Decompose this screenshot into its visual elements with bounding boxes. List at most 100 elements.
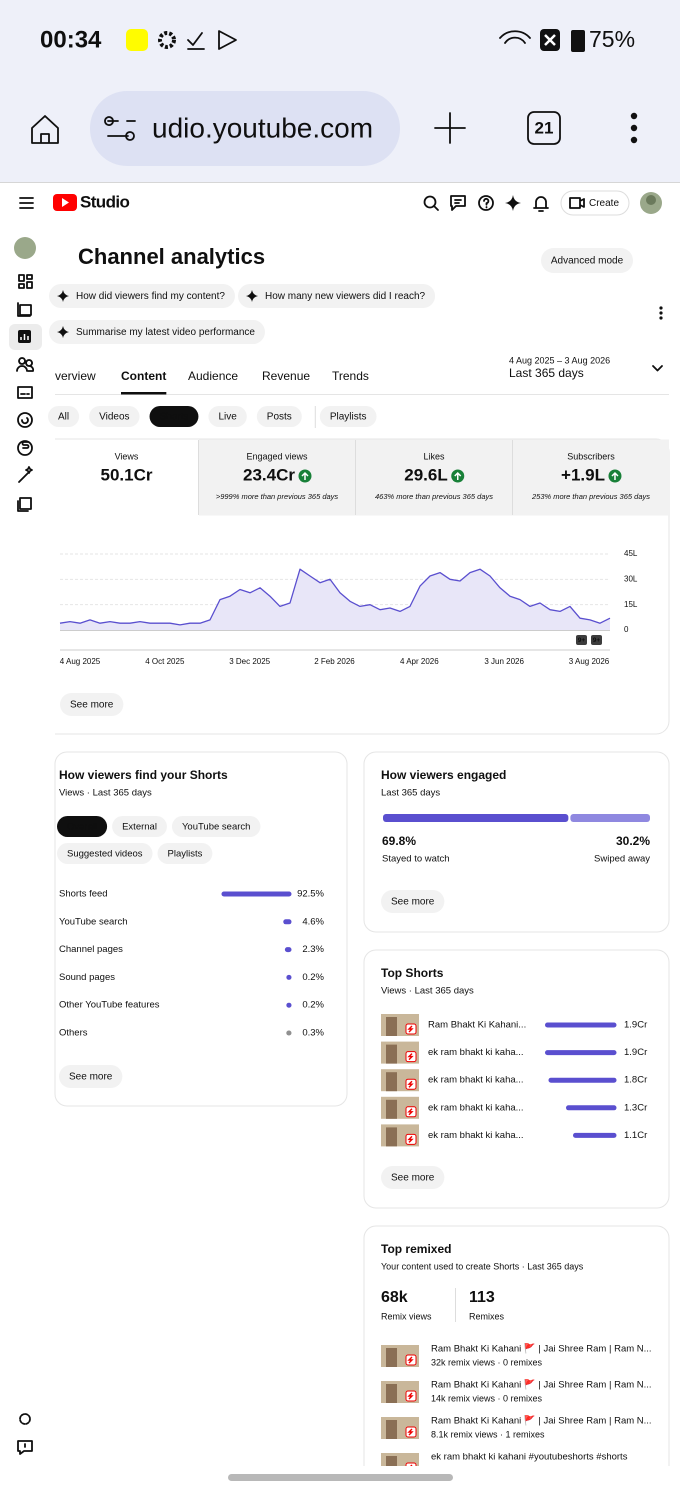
nav-customisation[interactable] bbox=[18, 466, 33, 483]
filter-chip[interactable] bbox=[319, 406, 377, 427]
stat-value: 68k bbox=[381, 1289, 408, 1306]
create-button[interactable] bbox=[560, 190, 630, 216]
trend-up-arrow bbox=[301, 471, 309, 480]
see-more-button[interactable] bbox=[381, 1166, 445, 1189]
metric-change: 463% more than previous 365 days bbox=[375, 492, 493, 501]
search-button[interactable] bbox=[423, 195, 437, 209]
gesture-bar[interactable] bbox=[228, 1474, 453, 1481]
suggestion-chip[interactable] bbox=[49, 320, 265, 344]
tab[interactable]: Trends bbox=[332, 369, 369, 383]
nav-dashboard[interactable] bbox=[18, 274, 33, 289]
tab[interactable]: Audience bbox=[188, 369, 238, 383]
annotation-badge[interactable] bbox=[591, 635, 602, 645]
annotation-label: 9+ bbox=[578, 637, 586, 644]
new-tab-button[interactable] bbox=[434, 112, 466, 144]
remix-thumbnail-figure bbox=[386, 1420, 397, 1439]
notifications-button[interactable] bbox=[533, 196, 549, 212]
filter-chip[interactable] bbox=[48, 406, 80, 427]
stat-label: Remixes bbox=[469, 1311, 505, 1321]
remix-thumbnail-figure bbox=[386, 1456, 397, 1475]
tab[interactable]: verview bbox=[55, 369, 96, 383]
battery-level: 75% bbox=[589, 26, 635, 52]
source-tab[interactable] bbox=[171, 816, 261, 837]
short-title[interactable]: ek ram bhakt ki kaha... bbox=[428, 1102, 524, 1113]
source-tab[interactable] bbox=[57, 843, 153, 864]
date-dropdown[interactable] bbox=[652, 365, 663, 372]
engagement-bar bbox=[383, 814, 569, 822]
remix-title[interactable]: Ram Bhakt Ki Kahani 🚩 | Jai Shree Ram | … bbox=[431, 1343, 652, 1355]
advanced-mode-label: Advanced mode bbox=[551, 256, 624, 267]
nav-content[interactable] bbox=[17, 302, 32, 317]
see-more-button[interactable] bbox=[59, 1065, 123, 1088]
x-tick-label: 4 Apr 2026 bbox=[400, 657, 439, 666]
nav-subtitles[interactable] bbox=[17, 386, 33, 399]
remix-detail: 32k remix views · 0 remixes bbox=[431, 1357, 543, 1367]
remix-title[interactable]: Ram Bhakt Ki Kahani 🚩 | Jai Shree Ram | … bbox=[431, 1415, 652, 1427]
filter-chip-label: Live bbox=[218, 412, 237, 423]
see-more-button[interactable] bbox=[60, 693, 124, 716]
avatar-detail bbox=[646, 195, 656, 205]
site-settings-icon[interactable] bbox=[104, 116, 136, 137]
feedback-button[interactable] bbox=[450, 195, 466, 211]
menu-button[interactable] bbox=[19, 197, 34, 209]
nav-community[interactable] bbox=[16, 357, 34, 372]
browser-menu[interactable] bbox=[630, 112, 638, 144]
y-tick-label: 30L bbox=[624, 574, 638, 583]
source-tab[interactable] bbox=[157, 843, 213, 864]
short-title[interactable]: ek ram bhakt ki kaha... bbox=[428, 1047, 524, 1058]
nav-copyright[interactable] bbox=[17, 412, 33, 428]
url-text[interactable]: udio.youtube.com bbox=[152, 112, 373, 143]
nav-feedback[interactable] bbox=[17, 1440, 33, 1455]
nav-settings[interactable] bbox=[19, 1413, 31, 1425]
tab-switcher[interactable] bbox=[527, 111, 561, 145]
suggestion-chip[interactable] bbox=[238, 284, 436, 308]
filter-chip[interactable] bbox=[208, 406, 247, 427]
engagement-bar bbox=[570, 814, 650, 822]
source-name: Others bbox=[59, 1028, 88, 1039]
short-title[interactable]: ek ram bhakt ki kaha... bbox=[428, 1130, 524, 1141]
source-name: Sound pages bbox=[59, 972, 115, 983]
suggestion-chip[interactable] bbox=[49, 284, 235, 308]
help-button[interactable] bbox=[478, 195, 494, 211]
metric-change: 253% more than previous 365 days bbox=[531, 492, 650, 501]
filter-chip[interactable] bbox=[256, 406, 302, 427]
see-more-button[interactable] bbox=[381, 890, 445, 913]
area bbox=[60, 569, 610, 630]
date-range-label[interactable]: Last 365 days bbox=[509, 366, 584, 380]
help-mark bbox=[483, 197, 490, 209]
source-value: 92.5% bbox=[297, 889, 324, 900]
x-tick-label: 2 Feb 2026 bbox=[314, 657, 355, 666]
filter-chip[interactable] bbox=[89, 406, 140, 427]
engagement-value: 30.2% bbox=[616, 834, 650, 848]
metric-value: 23.4Cr bbox=[243, 465, 295, 484]
source-value: 0.2% bbox=[302, 1000, 324, 1011]
ai-button[interactable] bbox=[505, 195, 521, 211]
remix-title[interactable]: ek ram bhakt ki kahani #youtubeshorts #s… bbox=[431, 1452, 628, 1463]
card-subtitle: Your content used to create Shorts · Las… bbox=[381, 1261, 584, 1271]
more-options[interactable] bbox=[659, 306, 663, 320]
source-tab[interactable] bbox=[57, 816, 108, 837]
tab[interactable]: Revenue bbox=[262, 369, 310, 383]
remix-title[interactable]: Ram Bhakt Ki Kahani 🚩 | Jai Shree Ram | … bbox=[431, 1379, 652, 1391]
channel-avatar[interactable] bbox=[14, 237, 36, 259]
see-more-button-label: See more bbox=[70, 700, 114, 711]
source-name: Shorts feed bbox=[59, 889, 108, 900]
nav-earn[interactable] bbox=[17, 440, 33, 456]
tab-count[interactable]: 21 bbox=[535, 118, 554, 137]
url-bar[interactable] bbox=[90, 91, 400, 166]
filter-chip[interactable] bbox=[149, 406, 199, 427]
short-thumbnail-shorts-icon bbox=[407, 1080, 414, 1088]
advanced-mode-button[interactable] bbox=[541, 248, 633, 273]
source-value: 0.2% bbox=[302, 972, 324, 983]
short-title[interactable]: ek ram bhakt ki kaha... bbox=[428, 1075, 524, 1086]
source-tab[interactable] bbox=[112, 816, 167, 837]
tab[interactable]: Content bbox=[121, 369, 166, 383]
source-tab-label: External bbox=[122, 822, 157, 833]
play-icon bbox=[218, 30, 237, 50]
metric-value: +1.9L bbox=[561, 465, 605, 484]
short-title[interactable]: Ram Bhakt Ki Kahani... bbox=[428, 1020, 526, 1031]
annotation-badge[interactable] bbox=[576, 635, 587, 645]
home-button[interactable] bbox=[31, 115, 59, 144]
nav-audio[interactable] bbox=[17, 497, 32, 512]
